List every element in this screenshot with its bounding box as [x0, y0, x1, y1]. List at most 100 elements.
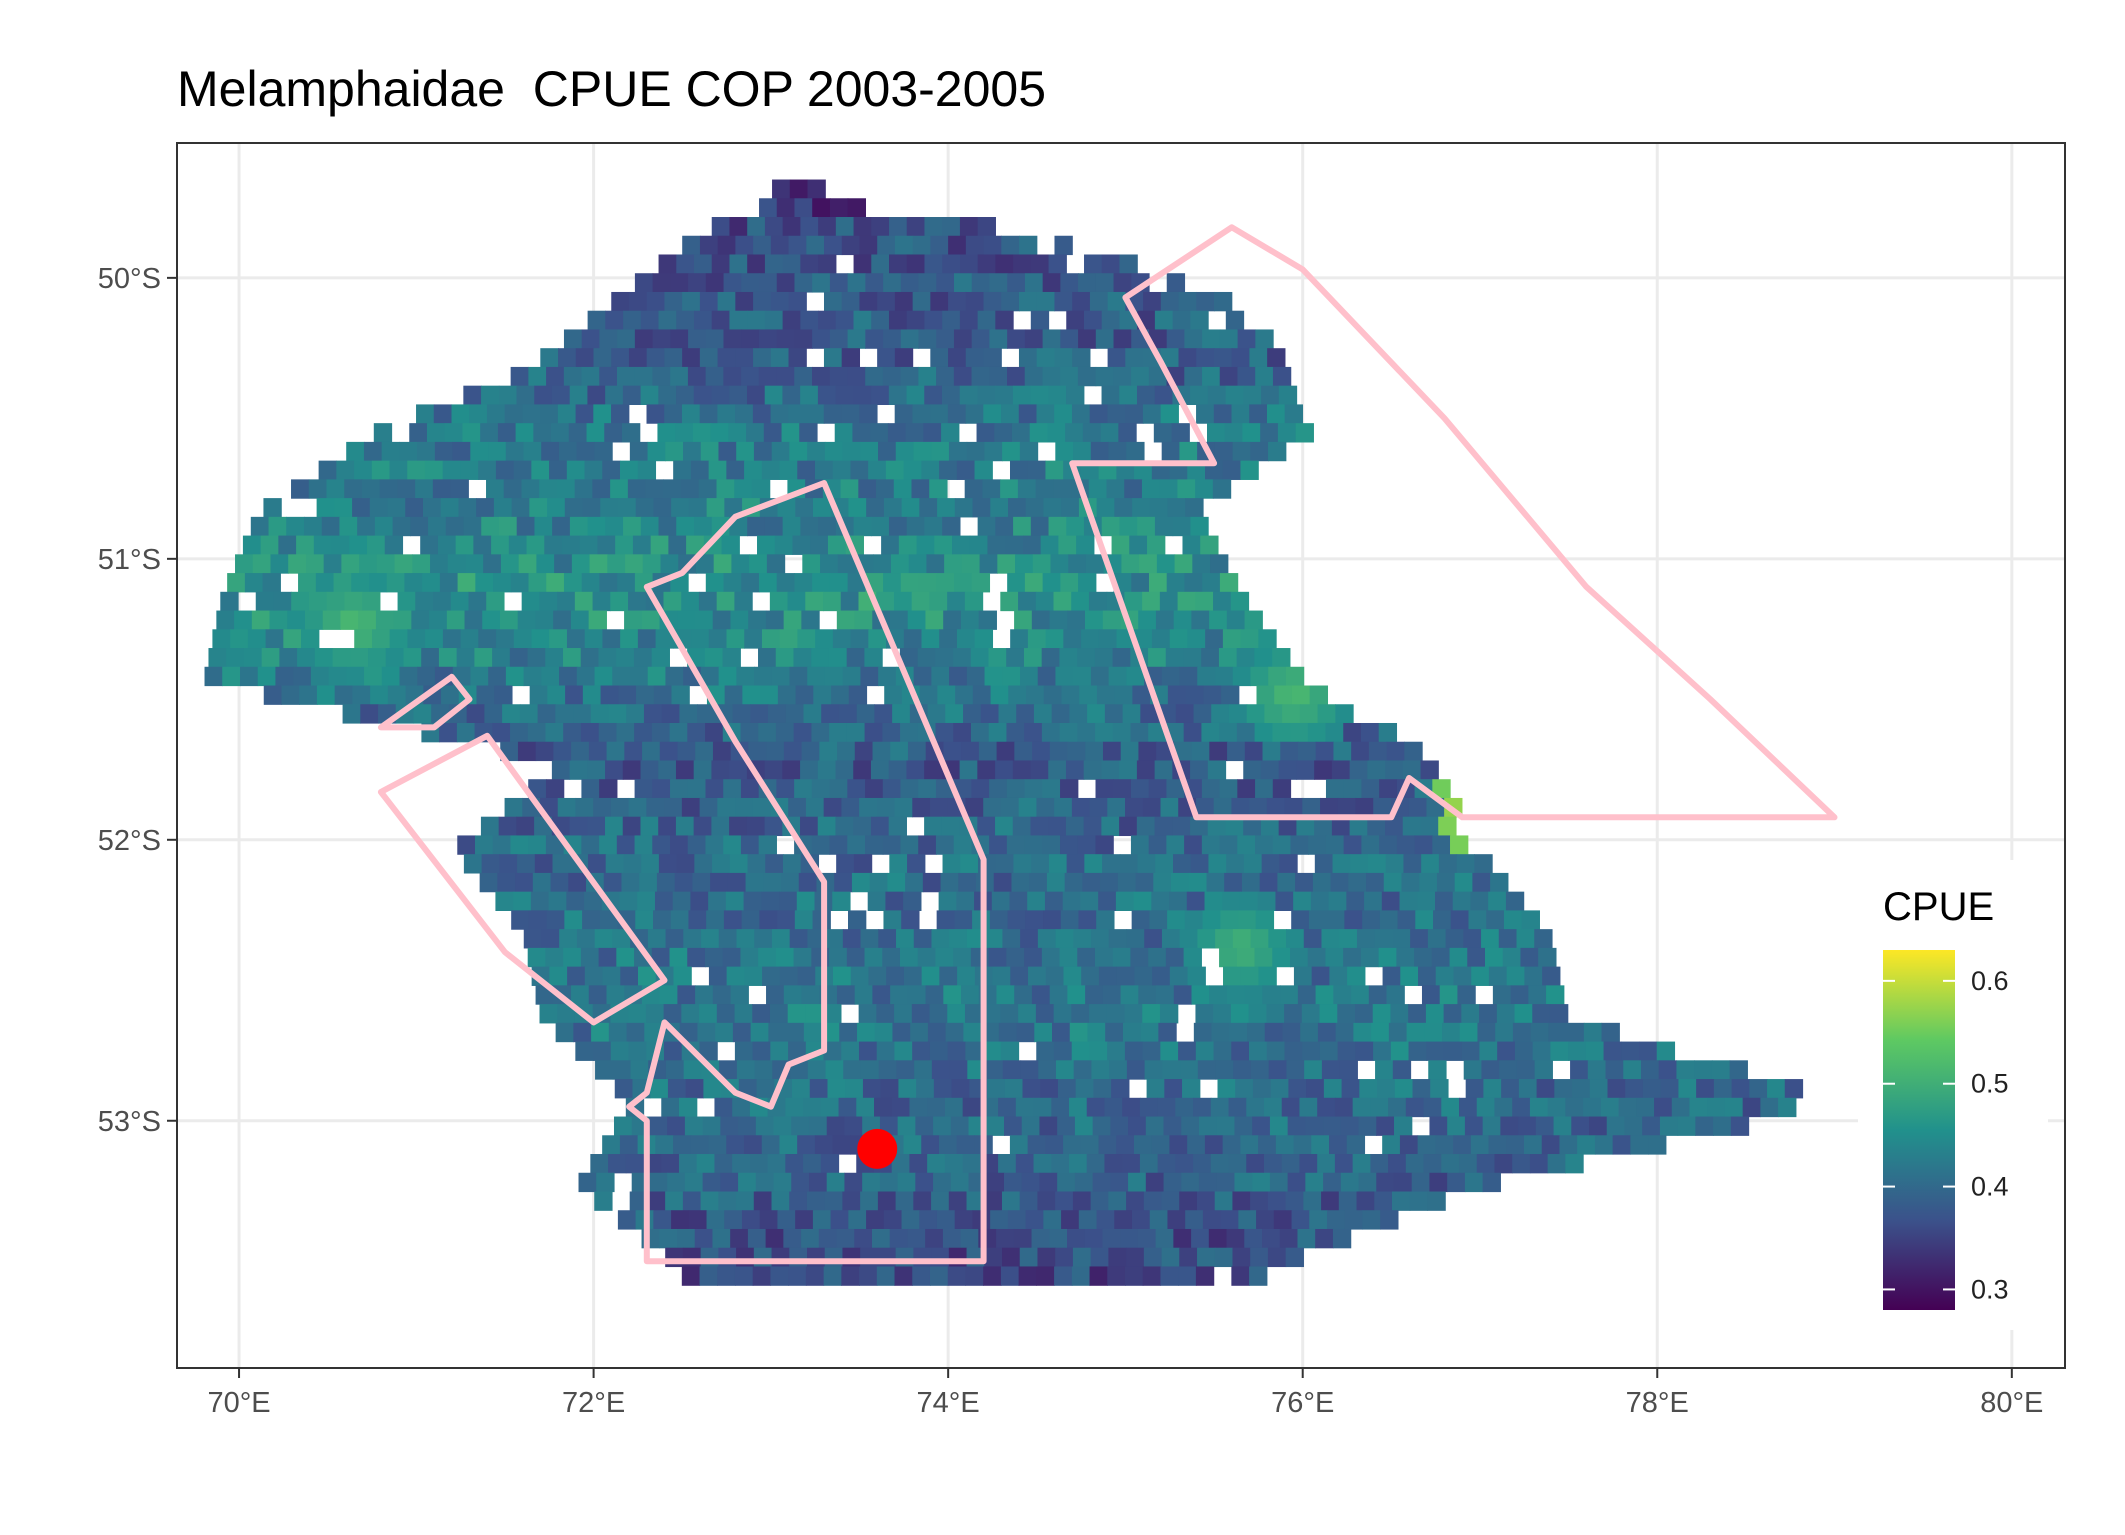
cpue-cell	[925, 610, 944, 630]
cpue-cell	[1098, 1135, 1117, 1155]
cpue-cell	[455, 535, 474, 555]
cpue-cell	[1067, 985, 1086, 1005]
cpue-cell	[1243, 816, 1262, 837]
cpue-cell	[905, 872, 924, 893]
cpue-cell	[919, 685, 939, 705]
cpue-cell	[1228, 704, 1248, 724]
cpue-cell	[843, 1060, 862, 1080]
cpue-cell	[874, 1022, 894, 1043]
cpue-cell	[633, 648, 653, 668]
cpue-cell	[263, 498, 282, 518]
cpue-cell	[1285, 1247, 1304, 1268]
cpue-cell	[1169, 891, 1188, 911]
cpue-cell	[298, 573, 317, 593]
cpue-cell	[1542, 966, 1561, 986]
cpue-cell	[693, 760, 713, 780]
cpue-cell	[995, 816, 1014, 837]
cpue-cell	[782, 254, 801, 274]
cpue-cell	[1405, 1154, 1425, 1174]
cpue-cell	[1007, 329, 1026, 349]
cpue-cell	[994, 423, 1013, 443]
cpue-cell	[658, 254, 677, 274]
cpue-cell	[1372, 1004, 1392, 1024]
cpue-cell	[844, 1116, 863, 1136]
cpue-cell	[566, 891, 585, 911]
cpue-cell	[1354, 1004, 1374, 1024]
cpue-cell	[1013, 854, 1032, 874]
cpue-cell	[1013, 1228, 1033, 1249]
cpue-cell	[463, 516, 482, 537]
cpue-cell	[950, 1172, 970, 1193]
cpue-cell	[1479, 1004, 1498, 1024]
cpue-cell	[1344, 1210, 1364, 1230]
cpue-cell	[954, 910, 973, 930]
cpue-cell	[1142, 591, 1161, 612]
cpue-cell	[1007, 910, 1026, 930]
cpue-cell	[671, 498, 690, 518]
cpue-cell	[803, 1097, 822, 1118]
cpue-cell	[1258, 1135, 1277, 1155]
cpue-cell	[886, 966, 905, 986]
cpue-cell	[291, 591, 310, 612]
cpue-cell	[1214, 1247, 1234, 1268]
cpue-cell	[1086, 1154, 1106, 1174]
cpue-cell	[646, 797, 665, 818]
cpue-cell	[1443, 1041, 1463, 1061]
cpue-cell	[820, 1097, 840, 1118]
cpue-cell	[841, 291, 861, 312]
cpue-cell	[1311, 1135, 1330, 1155]
cpue-cell	[1362, 910, 1381, 930]
cpue-cell	[250, 516, 270, 537]
cpue-cell	[576, 929, 596, 949]
cpue-cell	[776, 779, 795, 799]
cpue-cell	[1020, 1060, 1039, 1080]
cpue-cell	[705, 329, 725, 349]
cpue-cell	[836, 610, 856, 630]
cpue-cell	[576, 441, 595, 462]
cpue-cell	[1360, 947, 1380, 968]
cpue-cell	[868, 629, 887, 649]
cpue-cell	[1429, 1172, 1448, 1193]
cpue-cell	[919, 1210, 938, 1230]
cpue-cell	[775, 722, 795, 743]
cpue-cell	[818, 310, 837, 331]
cpue-cell	[690, 891, 709, 911]
cpue-cell	[805, 797, 825, 818]
cpue-cell	[950, 1116, 970, 1136]
cpue-cell	[989, 329, 1008, 349]
cpue-cell	[765, 610, 785, 630]
cpue-cell	[1018, 404, 1038, 424]
cpue-cell	[1216, 1172, 1236, 1193]
cpue-cell	[1461, 1004, 1480, 1024]
cpue-cell	[588, 610, 607, 630]
cpue-cell	[1009, 1135, 1029, 1155]
cpue-cell	[315, 573, 335, 593]
cpue-cell	[965, 235, 985, 256]
cpue-cell	[717, 797, 736, 818]
cpue-cell	[841, 1041, 860, 1061]
cpue-cell	[1061, 1210, 1080, 1230]
cpue-cell	[1488, 966, 1508, 986]
cpue-cell	[919, 498, 938, 518]
cpue-cell	[1090, 1247, 1109, 1268]
cpue-cell	[1178, 291, 1197, 312]
cpue-cell	[728, 423, 747, 443]
cpue-cell	[693, 816, 712, 837]
cpue-cell	[734, 1004, 753, 1024]
cpue-cell	[591, 1022, 610, 1043]
cpue-cell	[865, 835, 884, 855]
cpue-cell	[1131, 366, 1150, 387]
cpue-cell	[1299, 1154, 1318, 1174]
cpue-cell	[1488, 1135, 1507, 1155]
cpue-cell	[1676, 1060, 1695, 1080]
cpue-cell	[651, 648, 670, 668]
cpue-cell	[1144, 1060, 1163, 1080]
cpue-cell	[322, 610, 342, 630]
cpue-cell	[1502, 947, 1522, 968]
cpue-cell	[930, 235, 949, 256]
cpue-cell	[740, 722, 759, 743]
cpue-cell	[611, 291, 630, 312]
cpue-cell	[1524, 1135, 1543, 1155]
cpue-cell	[247, 629, 267, 649]
cpue-cell	[1565, 1154, 1584, 1174]
